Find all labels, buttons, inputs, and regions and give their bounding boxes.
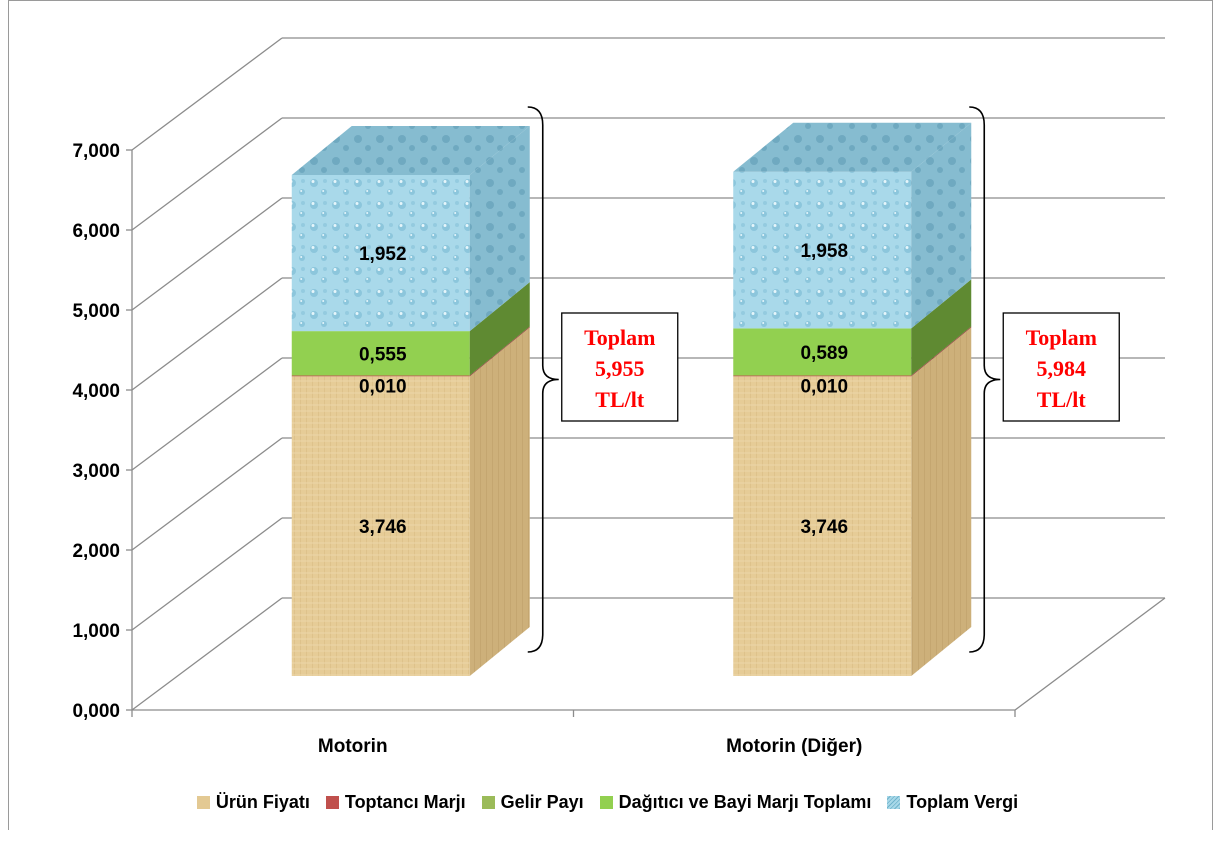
bar-segment-side	[469, 326, 530, 377]
legend-item: Toptancı Marjı	[325, 792, 466, 813]
gridline-side	[131, 117, 283, 231]
bar-top	[733, 122, 972, 172]
bar-segment-side	[911, 122, 972, 329]
legend-item: Toplam Vergi	[887, 792, 1018, 813]
data-label: 3,746	[359, 517, 407, 538]
gridline-side	[131, 197, 283, 311]
bar-segment	[291, 375, 470, 377]
total-brace	[969, 106, 1001, 653]
data-label: 0,589	[800, 343, 848, 364]
bar-segment	[733, 171, 912, 329]
total-brace	[527, 106, 559, 653]
total-label: TL/lt	[1037, 387, 1087, 412]
chart-frame	[8, 0, 1213, 830]
bar-segment-side	[911, 279, 972, 376]
bar-segment-side	[469, 327, 530, 676]
bar-segment-side	[469, 125, 530, 332]
legend: Ürün Fiyatı Toptancı Marjı Gelir Payı Dağıt…	[0, 792, 1215, 813]
floor-edge	[132, 597, 1166, 711]
bar-segment	[291, 376, 470, 676]
gridline-side	[131, 517, 283, 631]
bar-segment	[733, 376, 912, 676]
total-annotations: Toplam 5,955 TL/lt Toplam 5,984 TL/lt	[527, 106, 1120, 653]
data-labels: 3,746 0,010 0,555 1,952 3,746 0,010 0,589 1,958	[359, 241, 848, 538]
legend-label: Ürün Fiyatı	[215, 792, 310, 812]
data-label: 1,958	[800, 241, 848, 262]
legend-swatch	[887, 796, 901, 809]
total-box	[1002, 312, 1120, 422]
total-label: 5,984	[1037, 356, 1087, 381]
gridline-side	[131, 277, 283, 391]
bar-segment-side	[911, 327, 972, 676]
data-label: 3,746	[800, 517, 848, 538]
total-label: 5,955	[595, 356, 645, 381]
gridline-side	[131, 357, 283, 471]
legend-swatch	[599, 796, 613, 809]
y-tick-label: 2,000	[72, 541, 120, 562]
gridline-side	[131, 597, 283, 711]
bar-segment	[733, 328, 912, 376]
y-tick-label: 7,000	[72, 141, 120, 162]
x-category-label: Motorin	[318, 736, 388, 757]
y-tick-label: 1,000	[72, 621, 120, 642]
gridline-side	[131, 437, 283, 551]
bar-segment	[291, 174, 470, 332]
y-tick-label: 0,000	[72, 701, 120, 722]
y-tick-label: 6,000	[72, 221, 120, 242]
bar-segment	[291, 331, 470, 376]
total-label: Toplam	[584, 325, 655, 350]
legend-item: Dağıtıcı ve Bayi Marjı Toplamı	[599, 792, 872, 813]
bar-segment	[733, 375, 912, 377]
y-tick-label: 4,000	[72, 381, 120, 402]
legend-item: Ürün Fiyatı	[196, 792, 310, 813]
total-box	[561, 312, 679, 422]
legend-label: Toplam Vergi	[906, 792, 1019, 812]
legend-swatch	[481, 796, 495, 809]
legend-item: Gelir Payı	[481, 792, 584, 813]
bar-top	[291, 125, 530, 175]
bar-segment-side	[469, 282, 530, 376]
bar-segment-side	[911, 326, 972, 377]
gridline-side	[131, 37, 283, 151]
data-label: 0,010	[359, 377, 407, 398]
y-tick-label: 3,000	[72, 461, 120, 482]
bars	[291, 122, 972, 676]
legend-swatch	[325, 796, 339, 809]
legend-label: Toptancı Marjı	[344, 792, 466, 812]
axes: 0,000 1,000 2,000 3,000 4,000 5,000 6,000 7,000…	[72, 141, 1166, 757]
total-label: Toplam	[1026, 325, 1097, 350]
stacked-bar-chart: 0,000 1,000 2,000 3,000 4,000 5,000 6,000 7,000…	[72, 37, 1166, 757]
data-label: 0,010	[800, 377, 848, 398]
data-label: 0,555	[359, 344, 407, 365]
legend-swatch	[196, 796, 210, 809]
legend-label: Dağıtıcı ve Bayi Marjı Toplamı	[618, 792, 872, 812]
y-tick-label: 5,000	[72, 301, 120, 322]
x-category-label: Motorin (Diğer)	[726, 736, 862, 757]
data-label: 1,952	[359, 244, 407, 265]
legend-label: Gelir Payı	[500, 792, 584, 812]
total-label: TL/lt	[595, 387, 645, 412]
